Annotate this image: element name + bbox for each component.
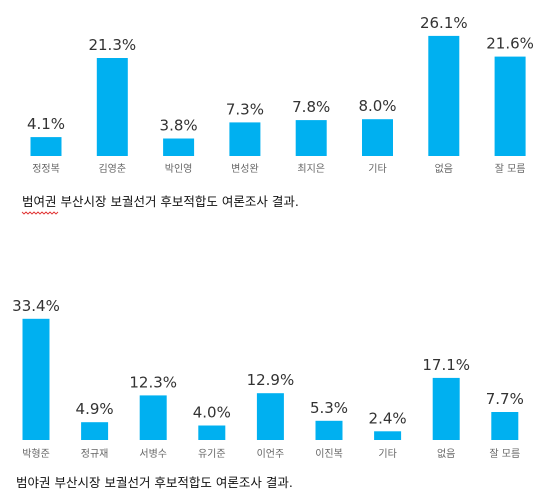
bar-2 bbox=[96, 58, 128, 156]
value-label-8: 21.6% bbox=[486, 35, 534, 53]
value-label-7: 2.4% bbox=[369, 409, 407, 427]
chart-opposition-bloc: 33.4% 박형준 4.9% 정규재 12.3% 서병수 4.0% 유기준 12.9% 이언주 5.… bbox=[12, 297, 524, 460]
value-label-5: 7.8% bbox=[292, 98, 330, 116]
category-label-2: 김영춘 bbox=[98, 163, 126, 175]
value-label-3: 12.3% bbox=[129, 373, 177, 391]
category-label-8: 없음 bbox=[437, 447, 455, 460]
caption-ruling-bloc: 범여권 부산시장 보궐선거 후보적합도 여론조사 결과. bbox=[22, 194, 299, 209]
bar-8 bbox=[494, 56, 526, 156]
category-label-6: 기타 bbox=[368, 163, 386, 175]
value-label-1: 4.1% bbox=[27, 115, 65, 133]
bar-8 bbox=[432, 377, 460, 440]
category-label-2: 정규재 bbox=[81, 448, 109, 460]
category-label-4: 변성완 bbox=[231, 163, 259, 175]
value-label-2: 4.9% bbox=[76, 400, 114, 418]
value-label-4: 7.3% bbox=[226, 100, 264, 118]
bar-5 bbox=[256, 393, 284, 440]
category-label-7: 기타 bbox=[378, 448, 396, 460]
bar-4 bbox=[229, 122, 261, 156]
value-label-8: 17.1% bbox=[422, 356, 470, 374]
value-label-5: 12.9% bbox=[247, 371, 295, 389]
spellcheck-underline bbox=[21, 211, 59, 215]
category-label-3: 박인영 bbox=[165, 163, 193, 175]
category-label-1: 정정복 bbox=[32, 163, 60, 175]
category-label-3: 서병수 bbox=[139, 448, 167, 460]
value-label-4: 4.0% bbox=[193, 404, 231, 422]
bar-6 bbox=[315, 420, 343, 440]
bar-4 bbox=[198, 425, 226, 440]
value-label-2: 21.3% bbox=[88, 36, 136, 54]
category-label-5: 최지은 bbox=[297, 163, 325, 175]
value-label-7: 26.1% bbox=[420, 14, 468, 32]
category-label-1: 박형준 bbox=[22, 448, 50, 460]
value-label-9: 7.7% bbox=[486, 390, 524, 408]
value-label-6: 8.0% bbox=[358, 97, 396, 115]
bar-9 bbox=[491, 412, 519, 440]
category-label-6: 이진복 bbox=[315, 448, 343, 460]
value-label-6: 5.3% bbox=[310, 399, 348, 417]
bar-1 bbox=[22, 318, 50, 440]
category-label-7: 없음 bbox=[435, 162, 453, 175]
bar-7 bbox=[374, 431, 402, 440]
bar-1 bbox=[30, 137, 62, 156]
bar-3 bbox=[139, 395, 167, 440]
bar-2 bbox=[81, 422, 109, 440]
chart-ruling-bloc: 4.1% 정정복 21.3% 김영춘 3.8% 박인영 7.3% 변성완 7.8% 최지은 8.0%… bbox=[27, 14, 534, 175]
bar-5 bbox=[295, 120, 327, 156]
category-label-8: 잘 모름 bbox=[495, 163, 526, 175]
bar-3 bbox=[163, 138, 195, 156]
category-label-9: 잘 모름 bbox=[489, 448, 520, 460]
value-label-1: 33.4% bbox=[12, 297, 60, 315]
value-label-3: 3.8% bbox=[160, 117, 198, 135]
caption-opposition-bloc: 범야권 부산시장 보궐선거 후보적합도 여론조사 결과. bbox=[16, 475, 293, 490]
bar-7 bbox=[428, 35, 460, 156]
category-label-5: 이언주 bbox=[257, 448, 285, 460]
bar-6 bbox=[362, 119, 393, 156]
category-label-4: 유기준 bbox=[198, 448, 226, 460]
